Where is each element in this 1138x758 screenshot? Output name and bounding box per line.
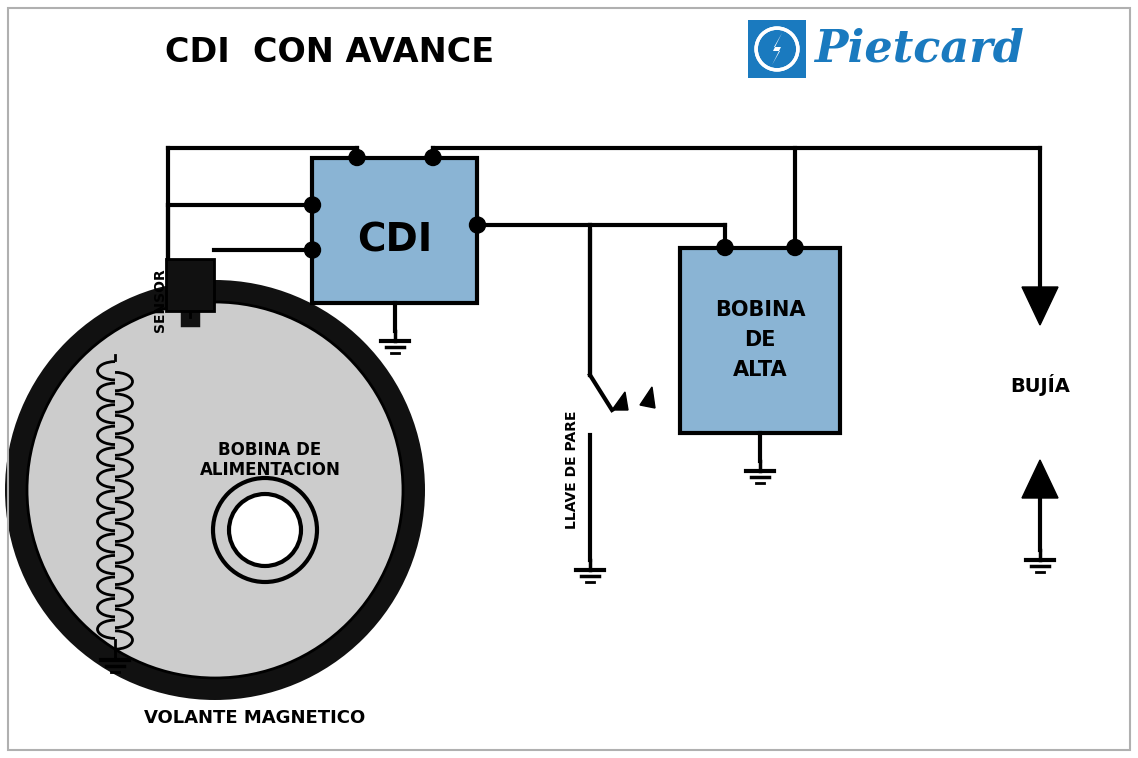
Circle shape [27, 302, 403, 678]
Circle shape [305, 242, 321, 258]
Polygon shape [1022, 287, 1058, 325]
Text: BUJÍA: BUJÍA [1011, 374, 1070, 396]
Circle shape [787, 240, 803, 255]
Polygon shape [640, 387, 655, 408]
Circle shape [717, 240, 733, 255]
Text: BOBINA DE: BOBINA DE [218, 441, 322, 459]
FancyBboxPatch shape [313, 158, 478, 302]
Polygon shape [772, 33, 782, 65]
Circle shape [756, 28, 798, 70]
FancyBboxPatch shape [748, 20, 806, 78]
FancyBboxPatch shape [681, 248, 840, 433]
Circle shape [229, 494, 300, 566]
Text: LLAVE DE PARE: LLAVE DE PARE [564, 411, 579, 529]
Text: BOBINA: BOBINA [715, 300, 806, 320]
Text: SENSOR: SENSOR [152, 268, 167, 332]
Text: ALTA: ALTA [733, 360, 787, 380]
Circle shape [470, 217, 486, 233]
Circle shape [424, 149, 442, 165]
FancyBboxPatch shape [166, 259, 214, 311]
Circle shape [5, 280, 424, 700]
Text: CDI  CON AVANCE: CDI CON AVANCE [165, 36, 495, 68]
Circle shape [349, 149, 365, 165]
Text: CDI: CDI [357, 221, 432, 259]
Text: Pietcard: Pietcard [814, 27, 1024, 70]
Text: DE: DE [744, 330, 776, 350]
Circle shape [305, 197, 321, 213]
Polygon shape [1022, 460, 1058, 498]
Polygon shape [612, 392, 628, 410]
Text: ALIMENTACION: ALIMENTACION [199, 461, 340, 479]
Text: VOLANTE MAGNETICO: VOLANTE MAGNETICO [145, 709, 365, 727]
Circle shape [213, 478, 318, 582]
